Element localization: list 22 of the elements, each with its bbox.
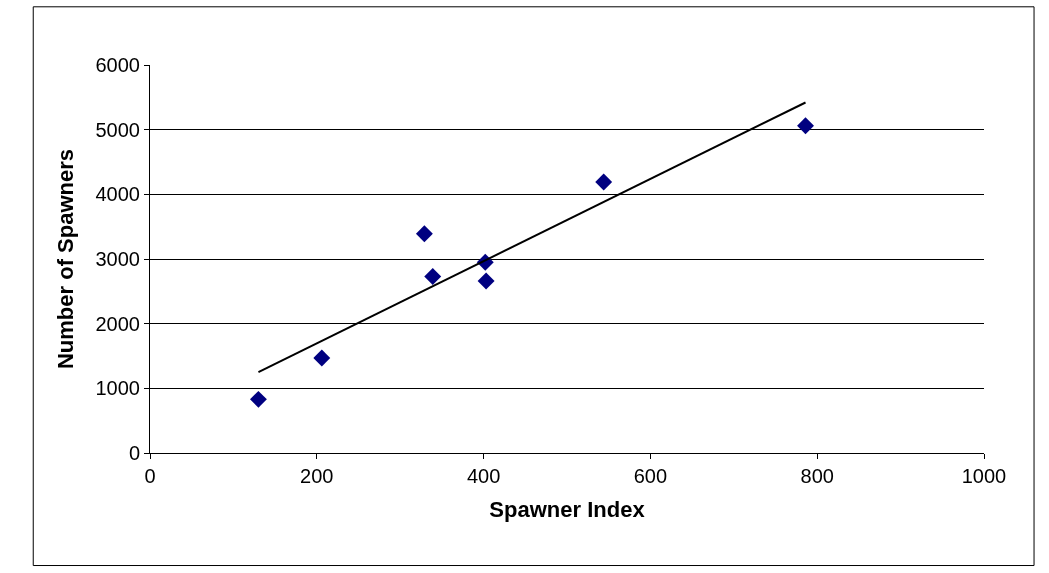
point [595,173,613,191]
y-tick-label: 3000 [95,248,140,270]
x-tick-label: 200 [300,465,334,487]
point [415,225,433,243]
x-tick-label: 1000 [961,465,1007,487]
y-tick-label: 5000 [95,118,140,141]
x-tick-label: 800 [800,465,834,487]
y-tick-label: 6000 [95,54,140,76]
x-tick-label: 600 [633,465,668,487]
y-tick-label: 4000 [95,183,140,206]
point [424,268,442,285]
x-tick-label: 400 [466,465,501,487]
y-axis-title: Number of Spawners [53,148,79,370]
point [797,117,814,135]
y-tick-label: 0 [128,442,140,464]
point [313,349,331,367]
y-tick-label: 1000 [95,377,140,400]
x-axis-title: Spawner Index [489,496,646,522]
point [477,272,495,290]
point [249,390,267,408]
y-tick-label: 2000 [95,312,140,335]
x-tick-label: 0 [144,465,156,487]
